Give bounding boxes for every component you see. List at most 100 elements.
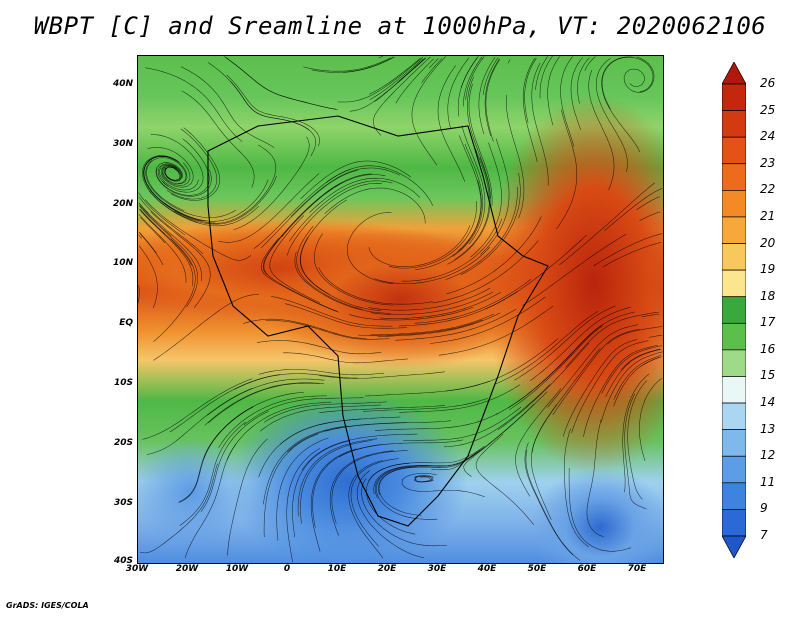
streamline [301, 433, 418, 471]
streamline [142, 155, 198, 223]
streamline [605, 348, 662, 397]
colorbar-segment [722, 509, 746, 537]
streamline [143, 156, 207, 222]
streamline [140, 210, 194, 286]
streamline [337, 56, 423, 103]
streamline [329, 450, 394, 536]
streamline [243, 318, 367, 339]
streamline [157, 163, 183, 187]
streamline [145, 199, 252, 261]
coastline [207, 115, 549, 527]
streamline [271, 296, 393, 327]
streamline [324, 187, 426, 224]
streamline [325, 165, 434, 206]
streamline [525, 450, 580, 561]
streamline [314, 233, 394, 306]
streamline [373, 450, 481, 495]
streamline [184, 443, 237, 559]
streamline [508, 324, 603, 408]
streamline [138, 202, 149, 214]
lat-label: 30N [112, 138, 133, 149]
colorbar-segment [722, 349, 746, 377]
streamline [290, 167, 400, 217]
colorbar-segment [722, 216, 746, 244]
colorbar-label: 14 [760, 395, 776, 410]
streamline [601, 345, 662, 394]
lat-label: EQ [119, 318, 133, 329]
colorbar-label: 23 [760, 155, 776, 170]
streamline [349, 57, 427, 112]
streamline [286, 182, 383, 256]
streamline [139, 204, 172, 237]
grads-credit: GrADS: IGES/COLA [6, 601, 89, 610]
streamline [363, 397, 488, 412]
streamline [636, 196, 660, 211]
streamline [284, 303, 408, 329]
streamline [318, 267, 433, 305]
streamline [289, 180, 393, 242]
streamline [319, 371, 445, 379]
colorbar-label: 24 [760, 129, 776, 144]
colorbar-segment [722, 110, 746, 138]
streamline [138, 234, 142, 239]
streamline [218, 395, 327, 448]
streamline [208, 62, 310, 131]
streamline [401, 473, 485, 498]
streamline [432, 240, 539, 304]
colorbar [722, 62, 746, 558]
streamline [180, 66, 275, 148]
colorbar-label: 16 [760, 341, 776, 356]
streamline [138, 202, 203, 282]
streamline [495, 333, 592, 415]
streamline [530, 306, 631, 381]
streamline [374, 246, 491, 284]
streamline [559, 182, 656, 266]
streamline [203, 391, 304, 459]
colorbar-segment [722, 190, 746, 218]
streamline [437, 65, 466, 182]
streamline [414, 279, 531, 324]
streamline [568, 467, 632, 552]
streamline [602, 242, 662, 268]
streamline [208, 144, 277, 224]
streamline [369, 58, 424, 100]
lon-label: 20W [175, 564, 199, 574]
streamline [376, 465, 438, 520]
streamline [475, 433, 535, 525]
streamline [312, 444, 383, 528]
streamline [262, 182, 342, 275]
streamline [430, 296, 546, 344]
streamline [139, 232, 157, 254]
lat-label: 10S [113, 378, 133, 388]
streamline [276, 437, 329, 541]
streamline [535, 56, 548, 90]
streamline [560, 56, 575, 147]
streamline [138, 192, 186, 236]
streamline [478, 57, 496, 135]
lon-label: 30E [427, 564, 447, 574]
lat-label: 20N [112, 198, 133, 209]
streamline [497, 342, 590, 431]
streamline [648, 334, 663, 338]
streamline [627, 380, 647, 500]
streamline [227, 401, 332, 460]
lat-label: 40S [113, 556, 133, 566]
streamline [265, 320, 390, 340]
streamline [166, 128, 218, 200]
streamline [319, 405, 446, 414]
streamline [224, 56, 337, 110]
streamline [624, 393, 647, 510]
streamline [263, 425, 348, 505]
streamline [296, 225, 363, 310]
colorbar-label: 22 [760, 182, 776, 197]
streamline [395, 58, 434, 104]
streamline [256, 340, 382, 355]
streamline [539, 56, 553, 99]
streamline [377, 312, 501, 337]
streamline [465, 58, 483, 100]
streamline [482, 57, 499, 95]
streamline [253, 168, 351, 249]
lat-label: 10N [112, 258, 133, 269]
streamline [623, 56, 655, 93]
lon-label: 60E [577, 564, 597, 574]
